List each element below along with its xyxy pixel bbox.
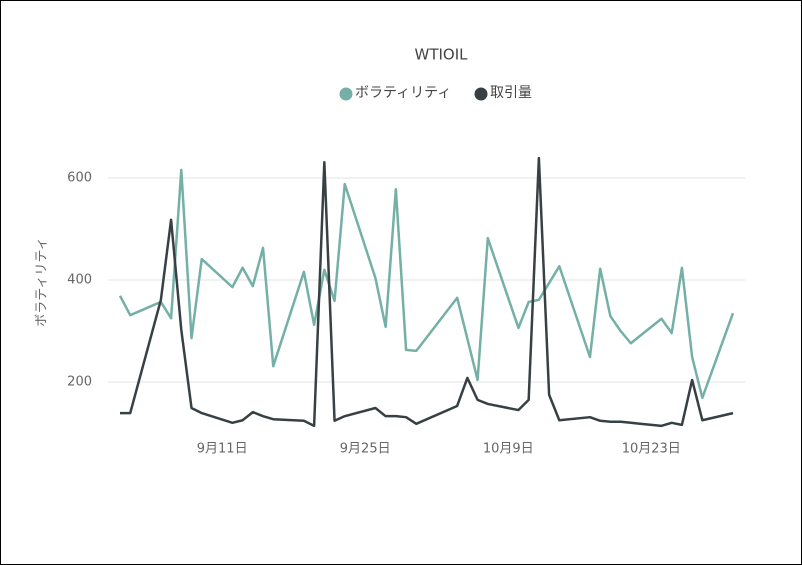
series-line <box>120 156 734 428</box>
legend-label: ボラティリティ <box>355 85 451 101</box>
y-tick-label: 600 <box>67 171 92 186</box>
series-line <box>118 168 735 400</box>
y-tick-label: 400 <box>67 273 92 288</box>
y-axis-label: ボラティリティ <box>35 237 50 326</box>
chart-title: WTIOIL <box>414 46 468 64</box>
legend-label: 取引量 <box>490 85 532 101</box>
x-tick-label: 10月23日 <box>622 442 681 457</box>
x-tick-label: 10月9日 <box>483 442 534 457</box>
x-tick-label: 9月11日 <box>197 442 248 457</box>
legend-marker <box>339 87 353 101</box>
legend-marker <box>474 87 488 101</box>
x-tick-label: 9月25日 <box>340 442 391 457</box>
y-tick-label: 200 <box>67 375 92 390</box>
